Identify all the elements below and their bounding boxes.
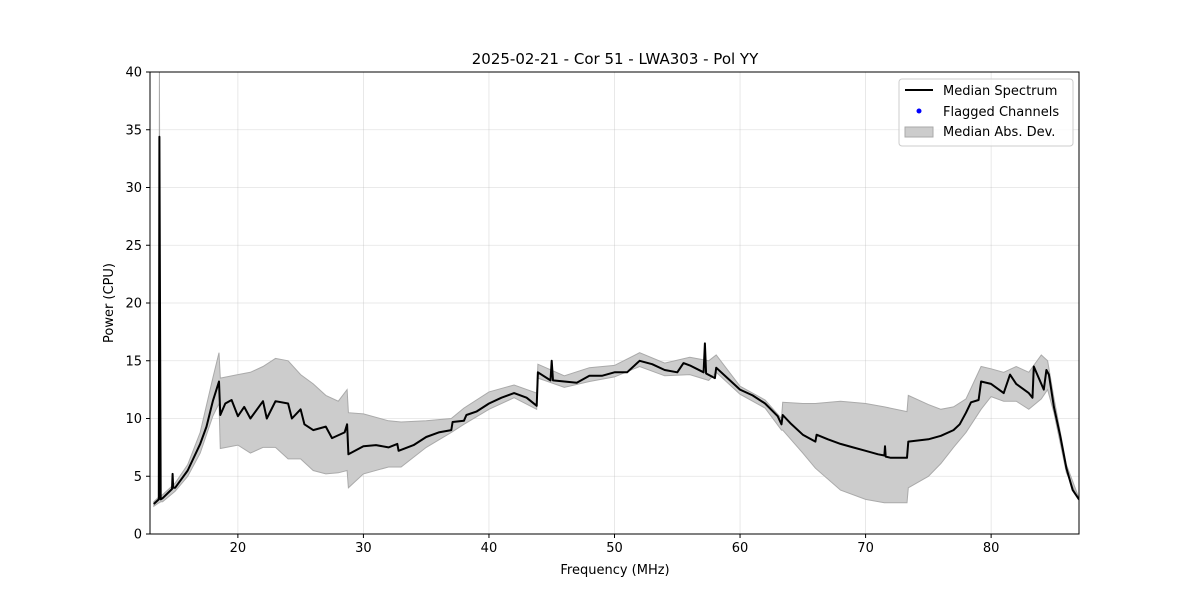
plot-area [153, 72, 1079, 508]
y-tick-label: 10 [125, 412, 142, 427]
legend-band-label: Median Abs. Dev. [943, 125, 1055, 140]
y-tick-label: 15 [125, 354, 142, 369]
x-tick-label: 20 [230, 541, 247, 556]
x-tick-label: 70 [857, 541, 874, 556]
x-axis: 20 30 40 50 60 70 80 [230, 534, 1000, 556]
y-tick-label: 5 [134, 470, 142, 485]
legend-band-swatch [904, 126, 934, 138]
y-tick-label: 0 [134, 528, 142, 543]
x-tick-label: 80 [983, 541, 1000, 556]
y-tick-label: 25 [125, 239, 142, 254]
legend-flagged-swatch [916, 108, 922, 114]
legend-flagged-label: Flagged Channels [943, 105, 1059, 120]
y-tick-label: 35 [125, 123, 142, 138]
x-tick-label: 30 [355, 541, 372, 556]
y-tick-label: 20 [125, 297, 142, 312]
y-tick-label: 40 [125, 66, 142, 81]
x-tick-label: 60 [732, 541, 749, 556]
legend: Median Spectrum Flagged Channels Median … [898, 78, 1074, 147]
mad-band [153, 72, 1079, 508]
y-axis: 0 5 10 15 20 25 30 35 40 [125, 66, 150, 543]
legend-median-label: Median Spectrum [943, 84, 1057, 99]
legend-box [898, 78, 1074, 147]
x-tick-label: 40 [481, 541, 498, 556]
chart-title: 2025-02-21 - Cor 51 - LWA303 - Pol YY [472, 50, 759, 68]
y-tick-label: 30 [125, 181, 142, 196]
y-axis-label: Power (CPU) [102, 263, 117, 343]
x-tick-label: 50 [606, 541, 623, 556]
x-axis-label: Frequency (MHz) [560, 563, 669, 578]
median-spectrum-line [153, 135, 1079, 505]
